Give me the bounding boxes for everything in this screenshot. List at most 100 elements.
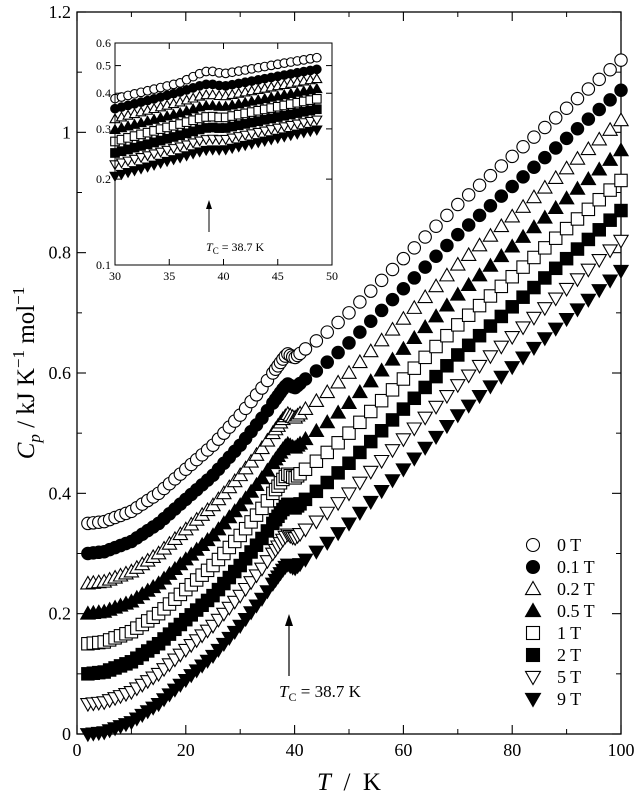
data-point <box>364 404 378 419</box>
inset-data-point <box>297 118 310 129</box>
y-tick-label: 1.2 <box>49 2 72 22</box>
inset-data-point <box>206 88 219 100</box>
data-point <box>482 257 499 272</box>
data-point <box>297 523 314 538</box>
inset-data-point <box>226 133 239 144</box>
data-point <box>362 465 379 480</box>
legend-item-0p1-t: 0.1 T <box>525 557 595 577</box>
data-point <box>331 466 345 480</box>
data-point <box>493 340 510 355</box>
data-point <box>493 370 510 385</box>
inset-data-point <box>258 136 271 147</box>
legend-marker <box>525 625 541 641</box>
legend-label: 0.1 T <box>557 557 595 577</box>
data-point <box>580 140 597 156</box>
data-point <box>340 517 358 532</box>
y-tick-label: 0.2 <box>49 604 72 624</box>
inset-data-point <box>311 93 322 104</box>
inset-data-point <box>180 151 193 162</box>
data-point <box>396 251 411 266</box>
data-point <box>259 555 276 570</box>
tc-arrow-head <box>285 614 293 626</box>
inset-data-point <box>310 115 323 126</box>
data-point <box>461 218 476 232</box>
data-point <box>351 476 368 491</box>
data-point <box>396 402 411 416</box>
data-point <box>298 372 313 386</box>
data-point <box>461 308 476 322</box>
data-point <box>504 331 521 346</box>
data-point <box>547 199 564 215</box>
data-point <box>438 267 455 282</box>
legend-item-0p2-t: 0.2 T <box>524 579 595 599</box>
data-point <box>494 279 509 294</box>
data-point <box>536 302 553 317</box>
data-point <box>460 276 477 292</box>
data-point <box>351 384 368 399</box>
data-point <box>342 336 356 350</box>
data-point <box>614 83 628 97</box>
inset-data-point <box>161 145 173 157</box>
data-point <box>330 527 347 542</box>
data-point <box>451 197 465 212</box>
data-point <box>614 203 628 218</box>
data-point <box>592 192 606 207</box>
data-point <box>364 314 378 329</box>
data-point <box>536 209 553 224</box>
legend-marker <box>525 647 541 663</box>
y-tick-label: 0.6 <box>49 363 72 383</box>
data-point <box>536 332 553 347</box>
inset-data-point <box>252 127 265 139</box>
inset-x-tick-label: 45 <box>272 269 284 283</box>
data-point <box>384 444 401 459</box>
data-point <box>330 374 347 389</box>
data-point <box>373 362 390 377</box>
data-point <box>569 303 586 318</box>
data-point <box>525 311 543 326</box>
inset-series-5-t <box>109 115 323 171</box>
data-point <box>429 219 443 233</box>
data-point <box>309 364 324 378</box>
data-point <box>417 319 434 334</box>
x-tick-label: 40 <box>286 740 304 760</box>
data-point <box>483 168 498 183</box>
inset-data-point <box>311 64 322 75</box>
data-point <box>297 400 314 415</box>
data-point <box>580 171 597 186</box>
data-point <box>461 338 476 353</box>
inset-data-point <box>180 140 193 151</box>
inset-data-point <box>122 156 134 167</box>
data-point <box>472 298 487 313</box>
data-point <box>373 332 390 347</box>
data-point <box>494 309 509 324</box>
data-point <box>362 495 379 510</box>
data-point <box>373 485 390 500</box>
legend-label: 0.2 T <box>557 579 595 599</box>
data-point <box>603 183 617 197</box>
inset-y-tick-label: 0.6 <box>96 36 111 50</box>
data-point <box>558 312 575 328</box>
data-point <box>319 414 336 429</box>
data-point <box>602 151 619 166</box>
data-point <box>569 180 586 195</box>
data-point <box>417 288 434 304</box>
data-point <box>385 292 400 307</box>
data-point <box>581 112 596 126</box>
data-point <box>438 297 455 312</box>
inset-data-point <box>310 72 323 84</box>
inset-series-0p2-t <box>109 72 323 124</box>
data-point <box>429 249 443 264</box>
data-point <box>472 208 487 223</box>
data-point <box>602 121 619 136</box>
inset-data-point <box>304 126 317 138</box>
data-point <box>353 295 367 309</box>
legend-label: 9 T <box>557 689 581 709</box>
data-point <box>353 445 367 460</box>
data-point <box>308 422 325 438</box>
inset-data-point <box>193 147 206 158</box>
data-point <box>493 217 510 233</box>
data-point <box>483 198 498 213</box>
data-point <box>538 241 552 255</box>
data-point <box>253 592 271 607</box>
